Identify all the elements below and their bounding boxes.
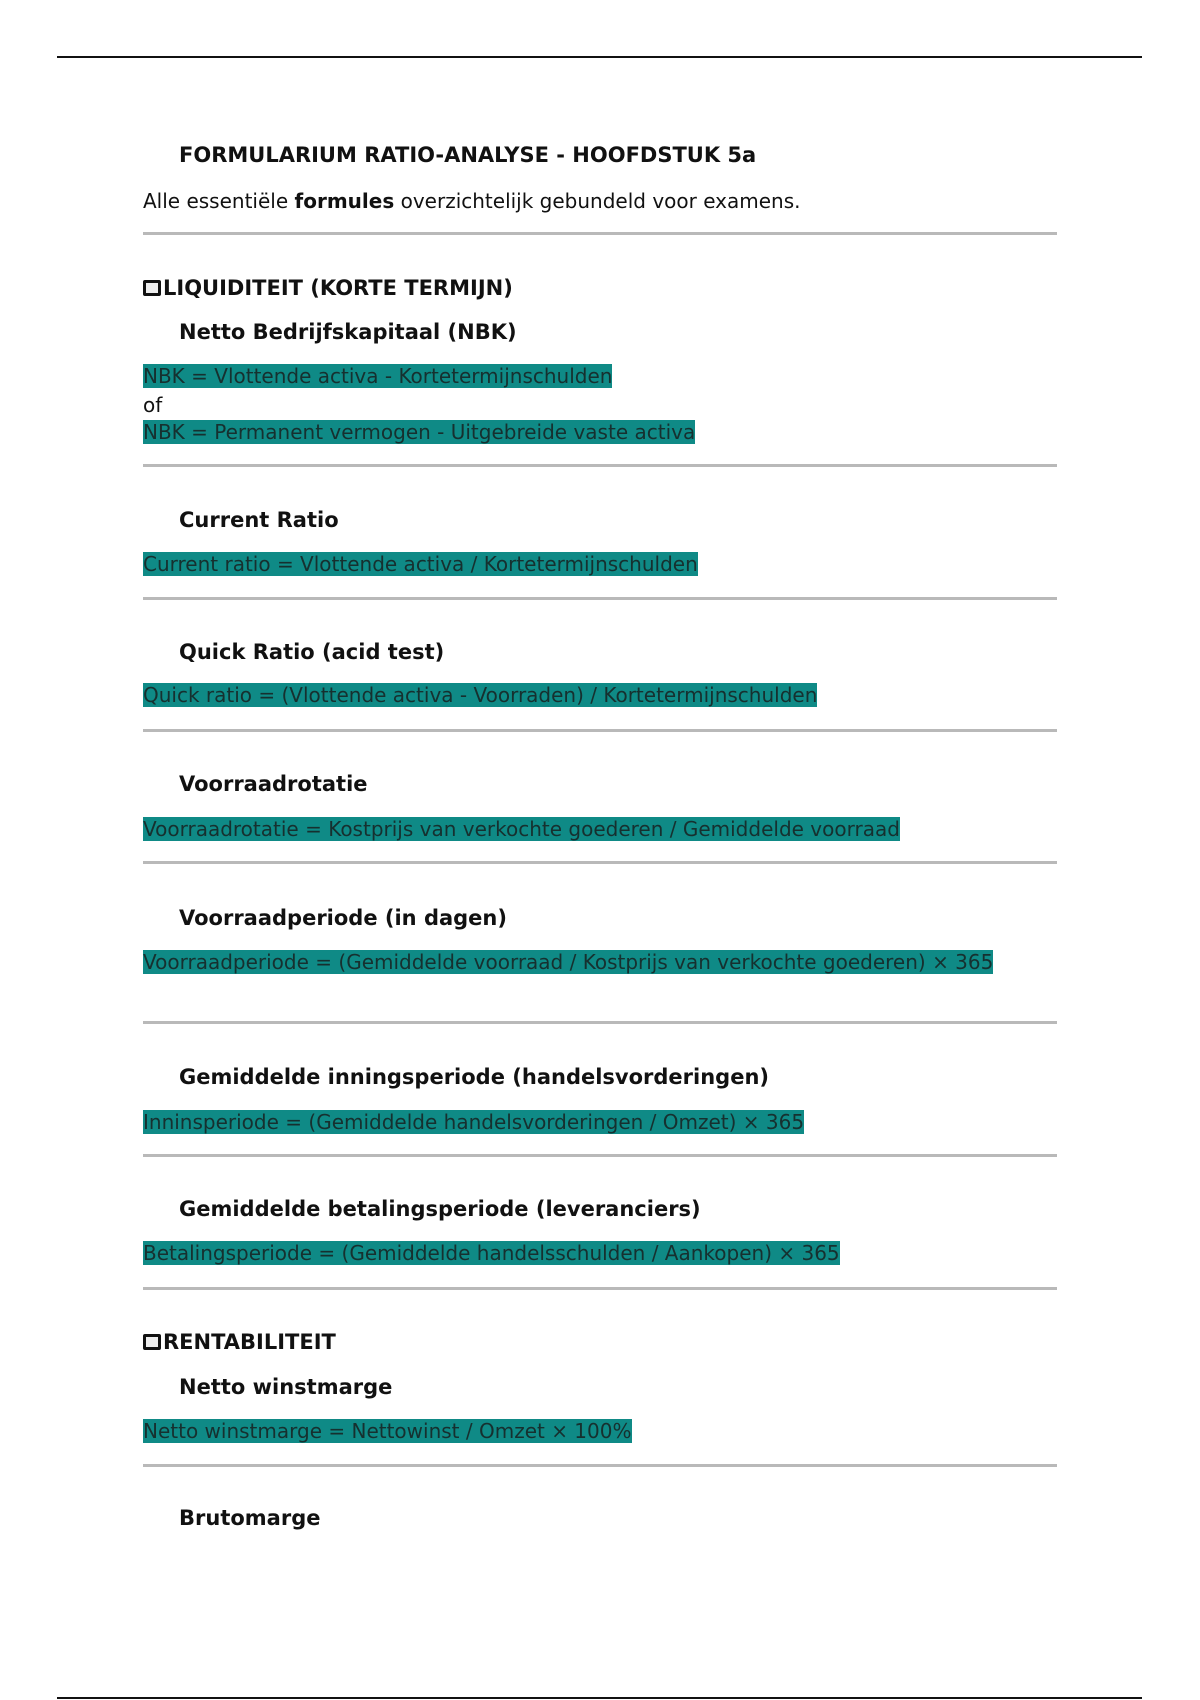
formula-quick: Quick ratio = (Vlottende activa - Voorra… bbox=[143, 682, 818, 709]
section-heading-text: RENTABILITEIT bbox=[163, 1330, 336, 1354]
formula-highlight: Quick ratio = (Vlottende activa - Voorra… bbox=[143, 683, 818, 707]
or-text: of bbox=[143, 393, 163, 417]
formula-nbk-2: NBK = Permanent vermogen - Uitgebreide v… bbox=[143, 419, 696, 446]
formula-winstmarge: Netto winstmarge = Nettowinst / Omzet × … bbox=[143, 1418, 632, 1445]
divider bbox=[143, 232, 1057, 235]
formula-highlight: Voorraadperiode = (Gemiddelde voorraad /… bbox=[143, 950, 994, 974]
subtitle-bold: formules bbox=[294, 189, 395, 213]
formula-highlight: Inninsperiode = (Gemiddelde handelsvorde… bbox=[143, 1110, 805, 1134]
formula-inning: Inninsperiode = (Gemiddelde handelsvorde… bbox=[143, 1109, 805, 1136]
section-heading-text: LIQUIDITEIT (KORTE TERMIJN) bbox=[163, 276, 513, 300]
subtitle-text: Alle essentiële bbox=[143, 189, 295, 213]
divider bbox=[143, 861, 1057, 864]
divider bbox=[143, 729, 1057, 732]
formula-highlight: Netto winstmarge = Nettowinst / Omzet × … bbox=[143, 1419, 632, 1443]
formula-title-periode: Voorraadperiode (in dagen) bbox=[179, 906, 507, 930]
formula-highlight: NBK = Vlottende activa - Kortetermijnsch… bbox=[143, 364, 613, 388]
subtitle-text-end: overzichtelijk gebundeld voor examens. bbox=[394, 189, 801, 213]
formula-periode: Voorraadperiode = (Gemiddelde voorraad /… bbox=[143, 948, 1043, 976]
formula-title-betaling: Gemiddelde betalingsperiode (leverancier… bbox=[179, 1197, 701, 1221]
formula-title-inning: Gemiddelde inningsperiode (handelsvorder… bbox=[179, 1065, 769, 1089]
formula-title-winstmarge: Netto winstmarge bbox=[179, 1375, 393, 1399]
divider bbox=[143, 1464, 1057, 1467]
formula-title-nbk: Netto Bedrijfskapitaal (NBK) bbox=[179, 320, 517, 344]
formula-highlight: Betalingsperiode = (Gemiddelde handelssc… bbox=[143, 1241, 840, 1265]
formula-title-brutomarge: Brutomarge bbox=[179, 1506, 321, 1530]
formula-title-rotatie: Voorraadrotatie bbox=[179, 772, 368, 796]
divider bbox=[143, 1287, 1057, 1290]
section-heading-rentabiliteit: RENTABILITEIT bbox=[143, 1329, 336, 1355]
page-title: FORMULARIUM RATIO-ANALYSE - HOOFDSTUK 5a bbox=[179, 143, 757, 167]
formula-highlight: NBK = Permanent vermogen - Uitgebreide v… bbox=[143, 420, 696, 444]
divider bbox=[143, 597, 1057, 600]
box-icon bbox=[143, 1334, 161, 1350]
formula-betaling: Betalingsperiode = (Gemiddelde handelssc… bbox=[143, 1240, 840, 1267]
divider bbox=[143, 1021, 1057, 1024]
formula-nbk-1: NBK = Vlottende activa - Kortetermijnsch… bbox=[143, 363, 613, 390]
formula-title-quick: Quick Ratio (acid test) bbox=[179, 640, 445, 664]
formula-highlight: Current ratio = Vlottende activa / Korte… bbox=[143, 552, 698, 576]
divider bbox=[143, 464, 1057, 467]
page-top-rule bbox=[57, 56, 1142, 58]
page-subtitle: Alle essentiële formules overzichtelijk … bbox=[143, 188, 801, 214]
divider bbox=[143, 1154, 1057, 1157]
formula-highlight: Voorraadrotatie = Kostprijs van verkocht… bbox=[143, 817, 900, 841]
section-heading-liquiditeit: LIQUIDITEIT (KORTE TERMIJN) bbox=[143, 275, 513, 301]
formula-current: Current ratio = Vlottende activa / Korte… bbox=[143, 551, 698, 578]
page-bottom-rule bbox=[57, 1697, 1142, 1699]
formula-rotatie: Voorraadrotatie = Kostprijs van verkocht… bbox=[143, 816, 900, 843]
formula-title-current: Current Ratio bbox=[179, 508, 339, 532]
box-icon bbox=[143, 280, 161, 296]
